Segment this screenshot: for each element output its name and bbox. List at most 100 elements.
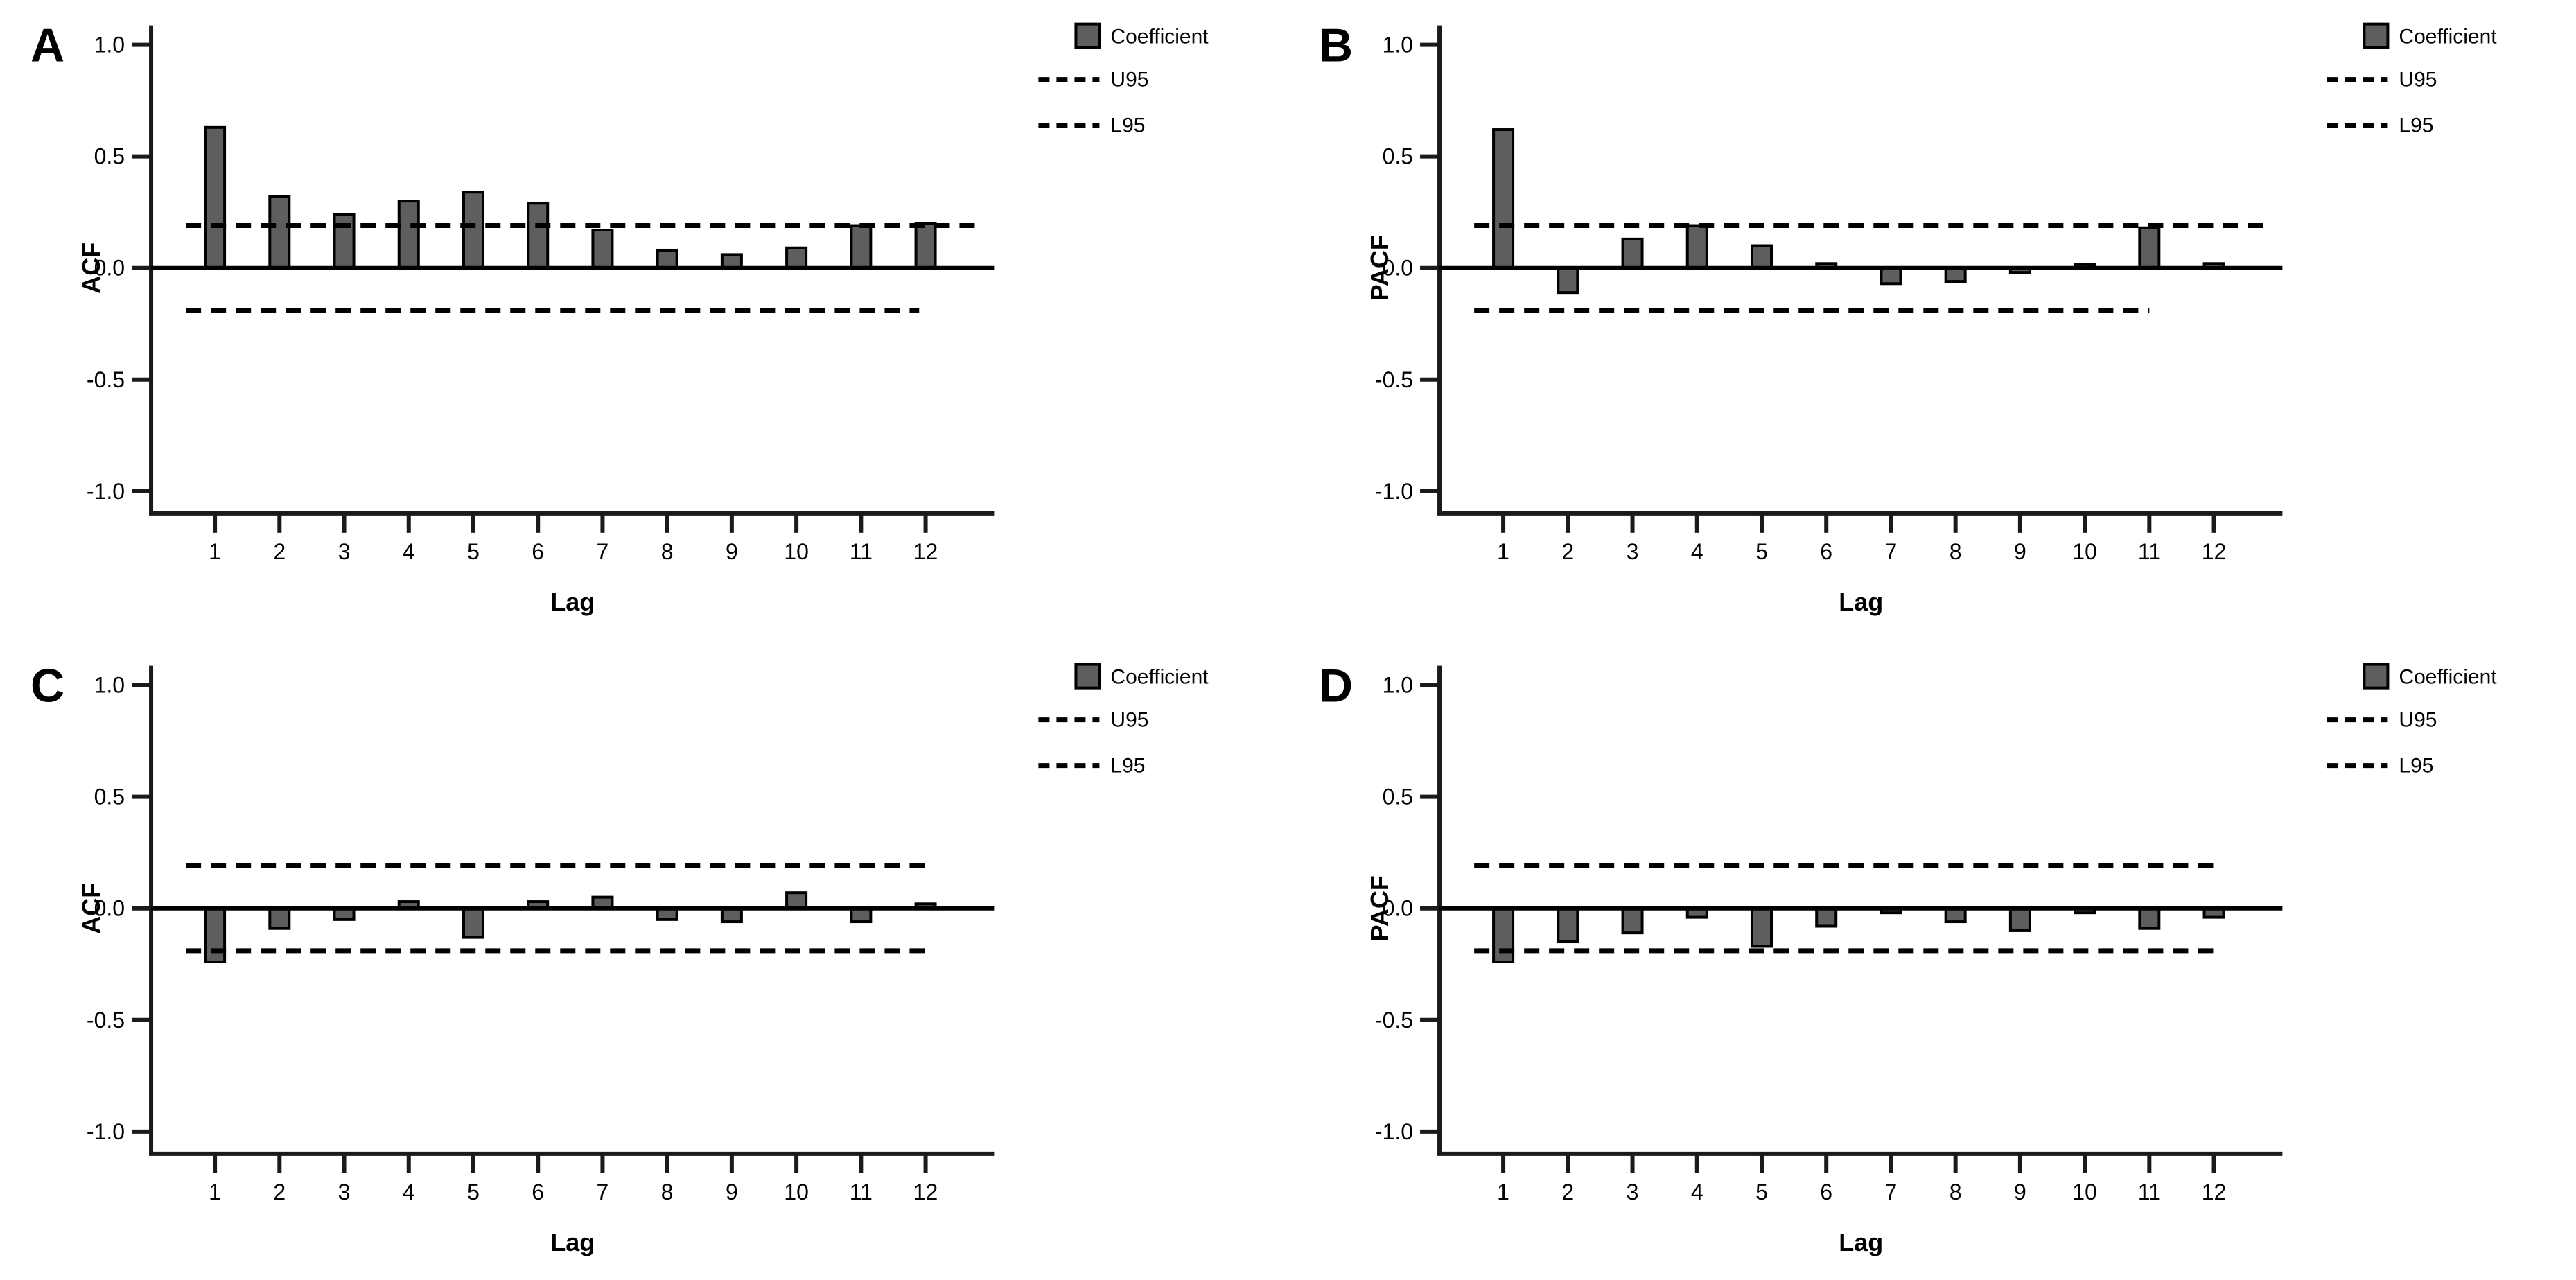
bar-lag-11 (850, 224, 873, 270)
bar-lag-5 (462, 191, 484, 270)
y-axis-title: ACF (77, 243, 105, 294)
x-tick-label: 2 (273, 539, 286, 564)
bar-lag-3 (1621, 237, 1644, 270)
legend-coefficient-label: Coefficient (1110, 26, 1209, 49)
y-tick-label: 0.5 (1382, 784, 1412, 809)
x-tick-label: 9 (726, 539, 738, 564)
x-tick-label: 8 (661, 539, 674, 564)
legend-u95-label: U95 (1110, 708, 1148, 731)
panel-label-d: D (1319, 659, 1353, 712)
y-tick-label: 0.5 (94, 784, 125, 809)
bar-lag-2 (268, 195, 291, 270)
x-tick-label: 8 (1949, 539, 1961, 564)
y-axis-title: PACF (1365, 875, 1394, 941)
legend-coefficient-label: Coefficient (1110, 665, 1209, 688)
bar-lag-6 (1814, 906, 1837, 927)
panel-b-chart: B 1.00.50.0-0.5-1.01 2 3 4 5 6 7 8 9 10 11 12LagPACF… (1319, 19, 2497, 616)
bar-lag-1 (1491, 128, 1514, 270)
bar-lag-7 (591, 228, 614, 270)
x-tick-label: 3 (1626, 539, 1638, 564)
bar-lag-4 (397, 200, 420, 270)
bar-lag-9 (2008, 906, 2031, 932)
x-tick-label: 10 (2072, 1179, 2097, 1204)
y-tick-label: 1.0 (94, 672, 125, 697)
bar-lag-5 (1750, 244, 1773, 270)
x-tick-label: 11 (2137, 1179, 2160, 1204)
x-tick-label: 8 (1949, 1179, 1961, 1204)
y-axis-title: ACF (77, 882, 105, 933)
bar-lag-1 (1491, 906, 1514, 963)
x-tick-label: 9 (2013, 539, 2026, 564)
panel-d-chart: D 1.00.50.0-0.5-1.01 2 3 4 5 6 7 8 9 10 11 12LagPACF… (1319, 659, 2497, 1256)
x-tick-label: 7 (1884, 539, 1897, 564)
x-axis-title: Lag (1839, 588, 1883, 616)
y-tick-label: -0.5 (1374, 367, 1412, 392)
bar-lag-5 (1750, 906, 1773, 947)
x-tick-label: 1 (1497, 1179, 1509, 1204)
x-tick-label: 2 (273, 1179, 286, 1204)
y-tick-label: -0.5 (87, 1007, 125, 1032)
bar-lag-7 (1879, 266, 1902, 286)
y-tick-label: 1.0 (94, 33, 125, 58)
x-tick-label: 10 (784, 1179, 809, 1204)
x-tick-label: 1 (209, 1179, 221, 1204)
panel-b: B 1.0 0.5 0.0 -0.5 -1.0 1 2 3 4 5 6 7 8 9 10 11 12 Lag PACF… (1288, 0, 2576, 640)
legend-u95-label: U95 (1110, 69, 1148, 91)
bar-lag-10 (785, 891, 808, 910)
y-tick-label: 0.0 (94, 895, 125, 920)
x-tick-label: 7 (597, 1179, 609, 1204)
y-tick-label: -1.0 (1374, 479, 1412, 504)
bar-lag-5 (462, 906, 484, 939)
bar-lag-11 (2137, 226, 2160, 270)
x-tick-label: 9 (2013, 1179, 2026, 1204)
x-tick-label: 4 (1690, 1179, 1703, 1204)
x-tick-label: 8 (661, 1179, 674, 1204)
x-tick-label: 1 (1497, 539, 1509, 564)
bar-lag-11 (2137, 906, 2160, 930)
x-tick-label: 2 (1561, 1179, 1574, 1204)
y-tick-label: 0.0 (1382, 256, 1412, 281)
bar-lag-1 (204, 125, 227, 270)
x-tick-label: 9 (726, 1179, 738, 1204)
bar-lag-3 (1621, 906, 1644, 934)
legend-l95-label: L95 (1110, 114, 1145, 137)
y-axis-title: PACF (1365, 235, 1394, 301)
bar-lag-3 (333, 213, 356, 270)
x-tick-label: 6 (532, 539, 544, 564)
y-tick-label: -1.0 (1374, 1119, 1412, 1143)
x-axis-title: Lag (1839, 1227, 1883, 1256)
bar-lag-4 (1685, 224, 1708, 270)
legend-u95-label: U95 (2399, 708, 2437, 731)
panel-label-c: C (30, 659, 64, 712)
x-tick-label: 7 (1884, 1179, 1897, 1204)
x-tick-label: 6 (1820, 539, 1832, 564)
bar-lag-10 (785, 246, 808, 270)
bar-lag-12 (914, 222, 937, 270)
legend-l95-label: L95 (1110, 754, 1145, 777)
legend-u95-label: U95 (2399, 69, 2437, 91)
bar-lag-2 (1556, 266, 1579, 295)
legend-coefficient-swatch (2362, 22, 2389, 49)
x-tick-label: 3 (338, 539, 351, 564)
bar-lag-8 (656, 248, 678, 270)
legend-coefficient-swatch (1074, 663, 1101, 690)
x-tick-label: 10 (784, 539, 809, 564)
y-tick-label: 0.0 (1382, 895, 1412, 920)
x-tick-label: 3 (338, 1179, 351, 1204)
legend-l95-label: L95 (2399, 114, 2433, 137)
x-tick-label: 10 (2072, 539, 2097, 564)
x-axis-title: Lag (550, 588, 595, 616)
panel-c: C 1.0 0.5 0.0 -0.5 -1.0 1 2 3 4 5 6 7 8 9 10 11 12 Lag ACF C… (0, 640, 1288, 1280)
x-tick-label: 6 (532, 1179, 544, 1204)
y-tick-label: 1.0 (1382, 672, 1412, 697)
x-tick-label: 12 (2201, 539, 2226, 564)
legend-coefficient-swatch (2362, 663, 2389, 690)
bar-lag-1 (204, 906, 227, 963)
x-tick-label: 11 (2137, 539, 2160, 564)
panel-a: A 1.0 0.5 0.0 -0.5 -1.0 1 2 3 4 5 6 7 8 9 10 11 12 Lag ACF C… (0, 0, 1288, 640)
panel-label-b: B (1319, 19, 1353, 72)
x-tick-label: 7 (597, 539, 609, 564)
x-tick-label: 5 (1755, 1179, 1768, 1204)
bar-lag-2 (268, 906, 291, 930)
x-tick-label: 2 (1561, 539, 1574, 564)
